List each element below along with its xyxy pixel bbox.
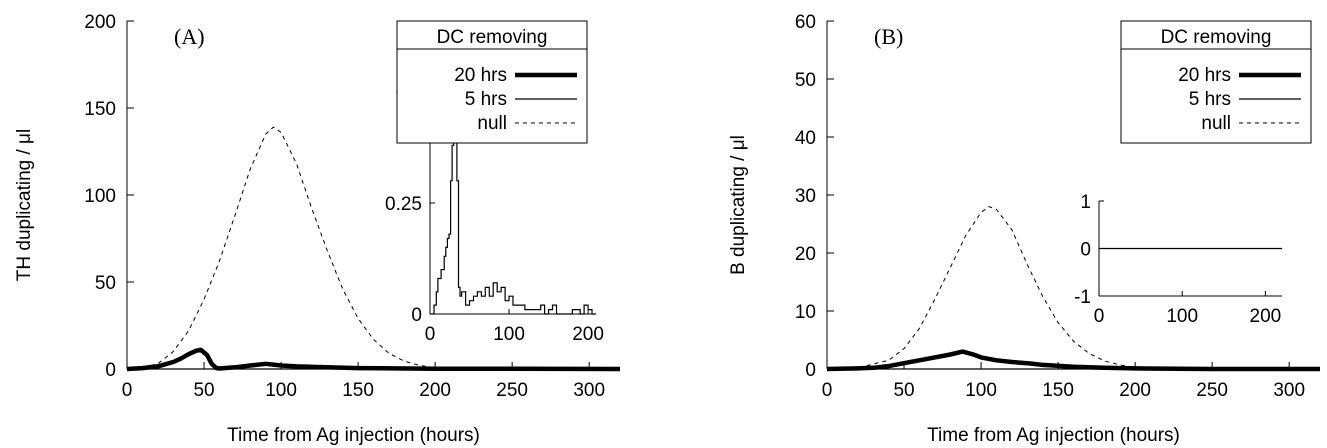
x-tick-label: 0 [822,380,833,401]
x-tick-label: 300 [1273,380,1305,401]
x-tick-label: 100 [265,380,297,401]
inset-y-tick-label: 0.25 [385,194,422,215]
inset-y-tick-label: 1 [1080,192,1091,213]
x-tick-label: 150 [1042,380,1074,401]
series-line-null [826,206,1320,370]
y-tick-label: 0 [105,360,116,381]
y-tick-label: 150 [84,99,116,120]
panel-a: 0 50 100 150 200 250 300 0 50 100 150 200 Time from … [14,12,621,446]
legend: DC removing 20 hrs 5 hrs null [1120,20,1312,144]
legend: DC removing 20 hrs 5 hrs null [396,20,588,144]
legend-label: 20 hrs [454,65,507,86]
y-tick-label: 50 [795,70,816,91]
legend-title: DC removing [1161,27,1272,48]
x-tick-label: 300 [573,380,605,401]
y-axis-label: TH duplicating / μl [14,129,35,281]
series-line-20-hrs [826,349,1320,372]
legend-title: DC removing [437,27,548,48]
inset-x-tick-label: 0 [1094,306,1105,327]
panel-label: (B) [874,24,903,49]
y-tick-label: 100 [84,186,116,207]
legend-label: 5 hrs [1189,89,1231,110]
x-axis-label: Time from Ag injection (hours) [927,425,1180,446]
inset-series-line [430,117,596,315]
y-tick-label: 40 [795,128,816,149]
y-axis-label: B duplicating / μl [728,135,749,275]
y-tick-label: 60 [795,12,816,33]
series-line-20-hrs [126,347,621,372]
y-tick-label: 0 [805,360,816,381]
y-tick-label: 50 [95,273,116,294]
inset-y-tick-label: 0 [411,305,422,326]
inset-x-tick-label: 100 [493,324,525,345]
inset-x-tick-label: 200 [572,324,604,345]
legend-label: null [477,113,507,134]
x-axis-label: Time from Ag injection (hours) [227,425,480,446]
legend-label: 5 hrs [465,89,507,110]
inset-y-tick-label: -1 [1074,287,1091,308]
x-tick-label: 250 [1196,380,1228,401]
inset-x-tick-label: 100 [1166,306,1198,327]
x-tick-label: 200 [419,380,451,401]
x-tick-label: 250 [496,380,528,401]
legend-label: null [1201,113,1231,134]
y-tick-label: 200 [84,12,116,33]
inset-plot: 0 100 200-101 [1074,192,1282,327]
y-tick-label: 30 [795,186,816,207]
x-tick-label: 0 [122,380,133,401]
x-tick-label: 50 [893,380,914,401]
x-tick-label: 100 [965,380,997,401]
y-tick-label: 10 [795,302,816,323]
legend-label: 20 hrs [1178,65,1231,86]
inset-x-tick-label: 200 [1250,306,1282,327]
series-line-null [126,126,620,370]
x-tick-label: 50 [193,380,214,401]
inset-y-tick-label: 0 [1080,240,1091,261]
y-tick-label: 20 [795,244,816,265]
inset-x-tick-label: 0 [425,324,436,345]
x-tick-label: 150 [342,380,374,401]
x-tick-label: 200 [1119,380,1151,401]
panel-label: (A) [174,24,205,49]
